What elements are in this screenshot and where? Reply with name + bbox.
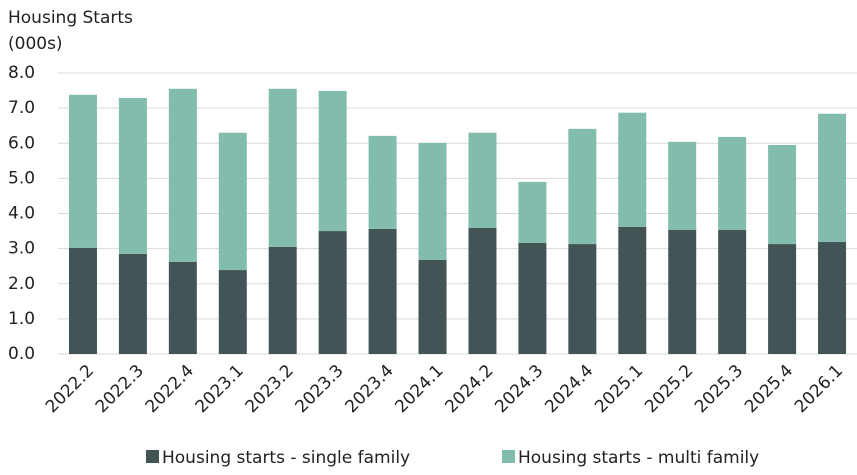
bar-segment: [718, 136, 747, 231]
bar-segment: [618, 226, 647, 354]
bar-segment: [668, 230, 697, 354]
x-tick-label: 2024.4: [541, 361, 597, 417]
x-tick-label: 2026.1: [791, 361, 847, 417]
bar-segment: [768, 244, 797, 354]
bar-segment: [818, 241, 847, 354]
bar-segment: [368, 135, 397, 229]
bar-segment: [368, 228, 397, 354]
y-tick-label: 1.0: [8, 309, 35, 329]
bar-segment: [218, 270, 247, 354]
chart-subtitle: (000s): [8, 34, 63, 54]
bar-segment: [218, 132, 247, 271]
y-tick-label: 8.0: [8, 63, 35, 83]
y-tick-label: 0.0: [8, 344, 35, 364]
bar-segment: [818, 113, 847, 242]
bar-segment: [668, 141, 697, 231]
bar-segment: [118, 97, 147, 254]
bar-segment: [68, 247, 97, 354]
bar-segment: [468, 227, 497, 354]
bar-segment: [418, 142, 447, 260]
bar-segment: [168, 261, 197, 354]
bar-segment: [268, 88, 297, 247]
bar-segment: [718, 230, 747, 354]
legend-label: Housing starts - single family: [162, 448, 410, 468]
y-tick-label: 3.0: [8, 239, 35, 259]
x-tick-label: 2024.2: [441, 361, 497, 417]
x-tick-label: 2023.4: [341, 361, 397, 417]
x-tick-label: 2025.3: [691, 361, 747, 417]
bar-segment: [618, 112, 647, 227]
bar-segment: [568, 128, 597, 245]
bar-segment: [768, 145, 797, 245]
x-tick-label: 2025.2: [641, 361, 697, 417]
y-tick-label: 7.0: [8, 98, 35, 118]
y-tick-label: 5.0: [8, 168, 35, 188]
legend-label: Housing starts - multi family: [518, 448, 759, 468]
bar-segment: [68, 94, 97, 248]
legend-swatch: [502, 450, 515, 463]
chart-title: Housing Starts: [8, 8, 133, 28]
bar-segment: [418, 259, 447, 354]
x-tick-label: 2025.4: [741, 361, 797, 417]
bar-segment: [518, 243, 547, 354]
bar-segment: [568, 244, 597, 354]
x-tick-label: 2023.2: [242, 361, 298, 417]
x-tick-label: 2022.4: [142, 361, 198, 417]
bar-segment: [168, 88, 197, 262]
legend-swatch: [146, 450, 159, 463]
x-tick-label: 2022.3: [92, 361, 148, 417]
x-tick-label: 2023.1: [192, 361, 248, 417]
y-tick-label: 6.0: [8, 133, 35, 153]
y-tick-label: 4.0: [8, 204, 35, 224]
x-tick-label: 2024.1: [391, 361, 447, 417]
bar-segment: [118, 253, 147, 354]
x-tick-label: 2024.3: [491, 361, 547, 417]
y-tick-label: 2.0: [8, 274, 35, 294]
bar-segment: [518, 181, 547, 244]
bar-segment: [268, 246, 297, 354]
bar-segment: [318, 90, 347, 232]
bar-segment: [318, 231, 347, 354]
x-tick-label: 2022.2: [42, 361, 98, 417]
x-tick-label: 2023.3: [292, 361, 348, 417]
x-tick-label: 2025.1: [591, 361, 647, 417]
bar-segment: [468, 132, 497, 228]
